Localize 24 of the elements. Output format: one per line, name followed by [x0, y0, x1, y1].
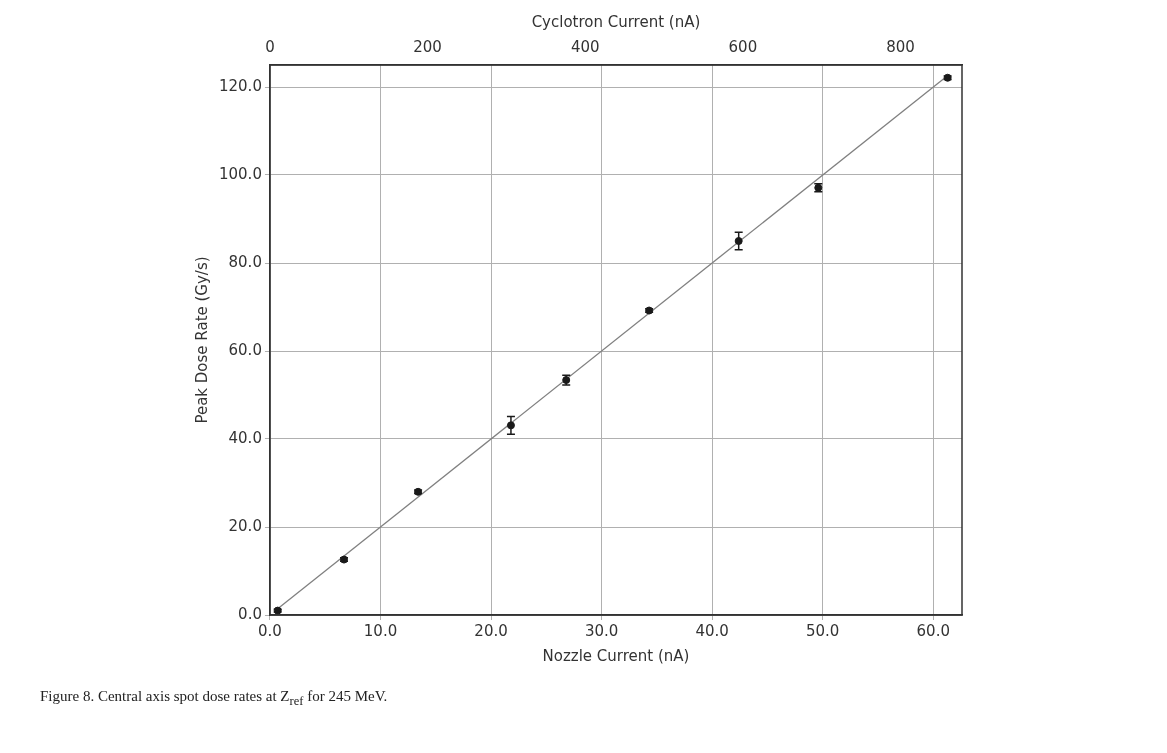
x-tick-label: 10.0 [363, 621, 398, 640]
y-tick-label: 100.0 [218, 164, 262, 183]
point [734, 237, 743, 245]
x-tick-label: 30.0 [584, 621, 619, 640]
y-tick-label: 40.0 [228, 428, 262, 447]
x2-axis-title: Cyclotron Current (nA) [531, 12, 701, 31]
x-tick-label: 20.0 [474, 621, 508, 640]
x-axis-title: Nozzle Current (nA) [542, 646, 690, 665]
x-tick-label: 40.0 [695, 621, 729, 640]
x-tick-label: 50.0 [806, 621, 840, 640]
y-tick-label: 60.0 [228, 340, 262, 359]
y-axis-title: Peak Dose Rate (Gy/s) [192, 256, 211, 424]
y-tick-label: 0.0 [238, 604, 262, 623]
y-tick-label: 80.0 [228, 252, 262, 271]
x2-tick-label: 800 [886, 37, 915, 56]
x-tick-label: 0.0 [258, 621, 282, 640]
x-tick-label: 60.0 [916, 621, 950, 640]
y-tick-label: 120.0 [218, 76, 262, 95]
y-tick-label: 20.0 [228, 516, 262, 535]
x2-tick-label: 200 [413, 37, 442, 56]
x2-tick-label: 400 [570, 37, 600, 56]
x2-tick-label: 600 [728, 37, 758, 56]
caption: Figure 8. Central axis spot dose rates at Z$_{ref}$ for 245 MeV. [40, 688, 388, 709]
x2-tick-label: 0 [265, 37, 275, 56]
